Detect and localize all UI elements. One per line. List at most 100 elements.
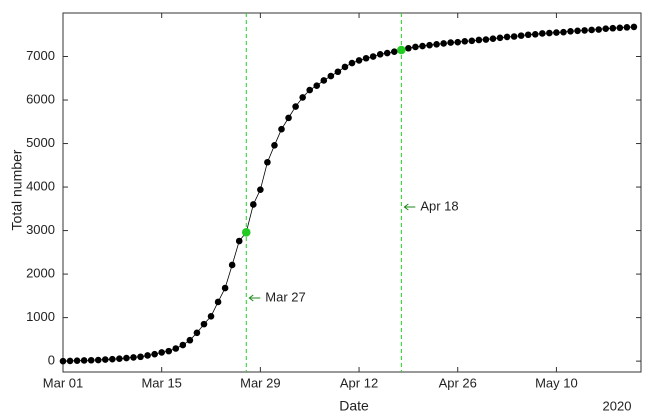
y-tick-label: 4000 <box>26 178 55 193</box>
x-tick-label: Mar 01 <box>43 375 83 390</box>
data-point <box>158 349 165 356</box>
data-point <box>588 26 595 34</box>
data-point <box>137 353 144 361</box>
x-tick-label: Mar 29 <box>240 375 280 390</box>
data-point <box>616 24 624 32</box>
highlight-point <box>241 228 251 237</box>
data-point <box>94 356 102 364</box>
data-point <box>496 34 504 42</box>
data-point <box>574 27 581 35</box>
data-point <box>482 36 490 43</box>
y-tick-label: 1000 <box>26 309 55 324</box>
y-tick-label: 6000 <box>26 91 55 106</box>
data-point <box>313 82 321 89</box>
data-point <box>327 72 335 80</box>
data-point <box>235 237 243 245</box>
data-point <box>567 27 574 35</box>
data-point <box>59 357 67 365</box>
data-point <box>320 77 328 84</box>
data-point <box>468 37 476 45</box>
data-point <box>285 114 292 122</box>
data-line <box>62 26 634 362</box>
data-point <box>369 53 377 60</box>
data-point <box>461 37 469 45</box>
data-point <box>109 355 116 363</box>
data-point <box>489 35 497 42</box>
data-point <box>130 354 137 361</box>
data-point <box>390 48 398 56</box>
data-point <box>475 36 483 44</box>
data-point <box>581 27 588 34</box>
highlight-point <box>397 45 406 55</box>
data-point <box>609 24 617 32</box>
data-point <box>341 63 349 71</box>
data-point <box>186 336 194 344</box>
data-point <box>539 30 546 37</box>
data-point <box>517 32 525 39</box>
data-point <box>144 352 151 359</box>
data-point <box>412 43 419 51</box>
data-point <box>123 354 130 362</box>
data-point <box>602 25 610 32</box>
data-point <box>595 26 603 33</box>
data-point <box>334 68 342 76</box>
data-point <box>546 29 553 37</box>
y-tick-label: 3000 <box>26 222 55 237</box>
data-point <box>306 86 314 94</box>
y-tick-label: 5000 <box>26 135 55 150</box>
data-point <box>419 42 426 50</box>
annotation-label: Mar 27 <box>265 289 305 304</box>
data-point <box>200 320 208 328</box>
data-point <box>630 23 638 31</box>
data-point <box>510 33 518 40</box>
data-point <box>447 39 454 46</box>
data-point <box>207 313 215 320</box>
y-tick-label: 0 <box>48 353 55 368</box>
y-axis-label: Total number <box>9 149 25 230</box>
data-point <box>454 38 462 46</box>
data-point <box>299 94 306 101</box>
x-tick-label: Apr 26 <box>439 375 477 390</box>
data-point <box>116 355 123 363</box>
annotation-arrowhead <box>403 203 409 211</box>
data-point <box>355 57 363 64</box>
x-axis-label: Date <box>339 398 369 414</box>
data-point <box>87 356 95 364</box>
data-point <box>376 51 384 58</box>
annotation-label: Apr 18 <box>420 198 458 213</box>
data-point <box>214 298 222 306</box>
data-point <box>531 31 539 38</box>
data-point <box>80 357 88 364</box>
y-tick-label: 2000 <box>26 266 55 281</box>
data-point <box>362 54 370 62</box>
data-point <box>66 357 74 365</box>
data-point <box>292 103 299 110</box>
data-point <box>101 356 109 363</box>
data-point <box>433 41 440 48</box>
x-tick-label: Mar 15 <box>141 375 181 390</box>
data-point <box>250 201 257 208</box>
data-point <box>524 31 532 39</box>
data-point <box>73 357 81 364</box>
data-point <box>179 341 187 349</box>
data-point <box>172 345 180 352</box>
data-point <box>348 59 356 67</box>
data-point <box>503 33 511 41</box>
data-point <box>165 347 173 355</box>
data-point <box>560 28 567 36</box>
plot-frame <box>62 12 642 373</box>
data-point <box>271 141 278 149</box>
data-point <box>193 329 201 337</box>
x-tick-label: May 10 <box>535 375 578 390</box>
data-point <box>553 29 560 36</box>
data-point <box>426 41 433 49</box>
data-point <box>405 44 412 52</box>
data-point <box>623 24 631 31</box>
data-point <box>440 40 447 47</box>
data-point <box>221 284 229 292</box>
data-point <box>228 261 236 269</box>
data-point <box>257 186 264 193</box>
x-year-label: 2020 <box>603 398 632 413</box>
